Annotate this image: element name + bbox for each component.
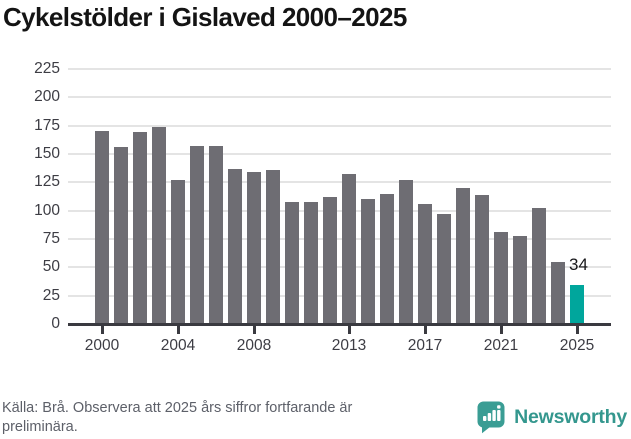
bar-2012: [323, 197, 337, 324]
gridline-75: [68, 238, 611, 240]
gridline-225: [68, 68, 611, 70]
y-axis-label-100: 100: [34, 201, 60, 219]
y-axis-label-150: 150: [34, 145, 60, 162]
bar-2005: [190, 146, 204, 324]
chart-title: Cykelstölder i Gislaved 2000–2025: [3, 2, 407, 32]
bar-2023: [532, 208, 546, 324]
x-axis-tick-2008: [252, 326, 256, 334]
x-axis-label-2004: 2004: [160, 337, 196, 354]
gridline-50: [68, 266, 611, 269]
y-axis-label-175: 175: [34, 116, 60, 134]
x-axis-label-2013: 2013: [331, 337, 367, 354]
bar-2016: [399, 180, 413, 324]
gridline-200: [68, 96, 611, 99]
bar-2010: [285, 201, 299, 324]
x-axis-tick-2021: [499, 326, 503, 334]
bar-2002: [133, 132, 147, 324]
newsworthy-logo: Newsworthy: [476, 400, 627, 434]
y-axis-label-50: 50: [42, 258, 60, 276]
x-axis-tick-2004: [176, 326, 180, 334]
x-axis-label-2000: 2000: [84, 337, 120, 354]
x-axis-line: [68, 323, 611, 326]
gridline-100: [68, 209, 611, 212]
x-axis-tick-2013: [347, 326, 351, 334]
x-axis-label-2017: 2017: [407, 337, 443, 354]
bar-2014: [361, 199, 375, 324]
y-axis-label-75: 75: [42, 230, 60, 247]
x-axis-tick-2000: [100, 326, 104, 334]
bar-2021: [494, 232, 508, 324]
y-axis-label-0: 0: [51, 315, 60, 332]
bar-2008: [247, 172, 261, 324]
x-axis-label-2008: 2008: [236, 337, 272, 354]
newsworthy-icon: [476, 400, 507, 434]
bar-2019: [456, 188, 470, 324]
bar-2017: [418, 203, 432, 324]
bar-2004: [171, 180, 185, 324]
newsworthy-wordmark: Newsworthy: [514, 405, 627, 428]
source-note: Källa: Brå. Observera att 2025 års siffr…: [2, 400, 353, 435]
highlight-value-label: 34: [569, 255, 588, 274]
x-axis-label-2025: 2025: [559, 337, 595, 354]
x-axis-tick-2017: [423, 326, 427, 334]
gridline-25: [68, 294, 611, 297]
bar-2013: [342, 174, 356, 324]
bar-2020: [475, 194, 489, 324]
x-axis-tick-2025: [575, 326, 579, 334]
bar-2025: [570, 285, 584, 324]
y-axis-label-125: 125: [34, 173, 60, 191]
x-axis-label-2021: 2021: [483, 337, 519, 354]
bar-2007: [228, 168, 242, 324]
bar-chart-plot: 0 25 50 75 100 125 150 175 200 225 2000 2004 2008 201…: [34, 60, 611, 354]
bar-2022: [513, 235, 527, 324]
bar-2000: [95, 131, 109, 324]
y-axis-label-225: 225: [34, 60, 60, 77]
gridline-125: [68, 181, 611, 184]
bar-2018: [437, 214, 451, 324]
y-axis-label-25: 25: [42, 286, 60, 304]
y-axis-label-200: 200: [34, 88, 60, 106]
gridline-150: [68, 153, 611, 155]
bar-2003: [152, 126, 166, 324]
bar-2024: [551, 261, 565, 324]
bar-2011: [304, 201, 318, 324]
gridline-175: [68, 124, 611, 127]
bar-2009: [266, 169, 280, 324]
bar-2001: [114, 147, 128, 324]
bar-2015: [380, 193, 394, 324]
bar-2006: [209, 146, 223, 324]
